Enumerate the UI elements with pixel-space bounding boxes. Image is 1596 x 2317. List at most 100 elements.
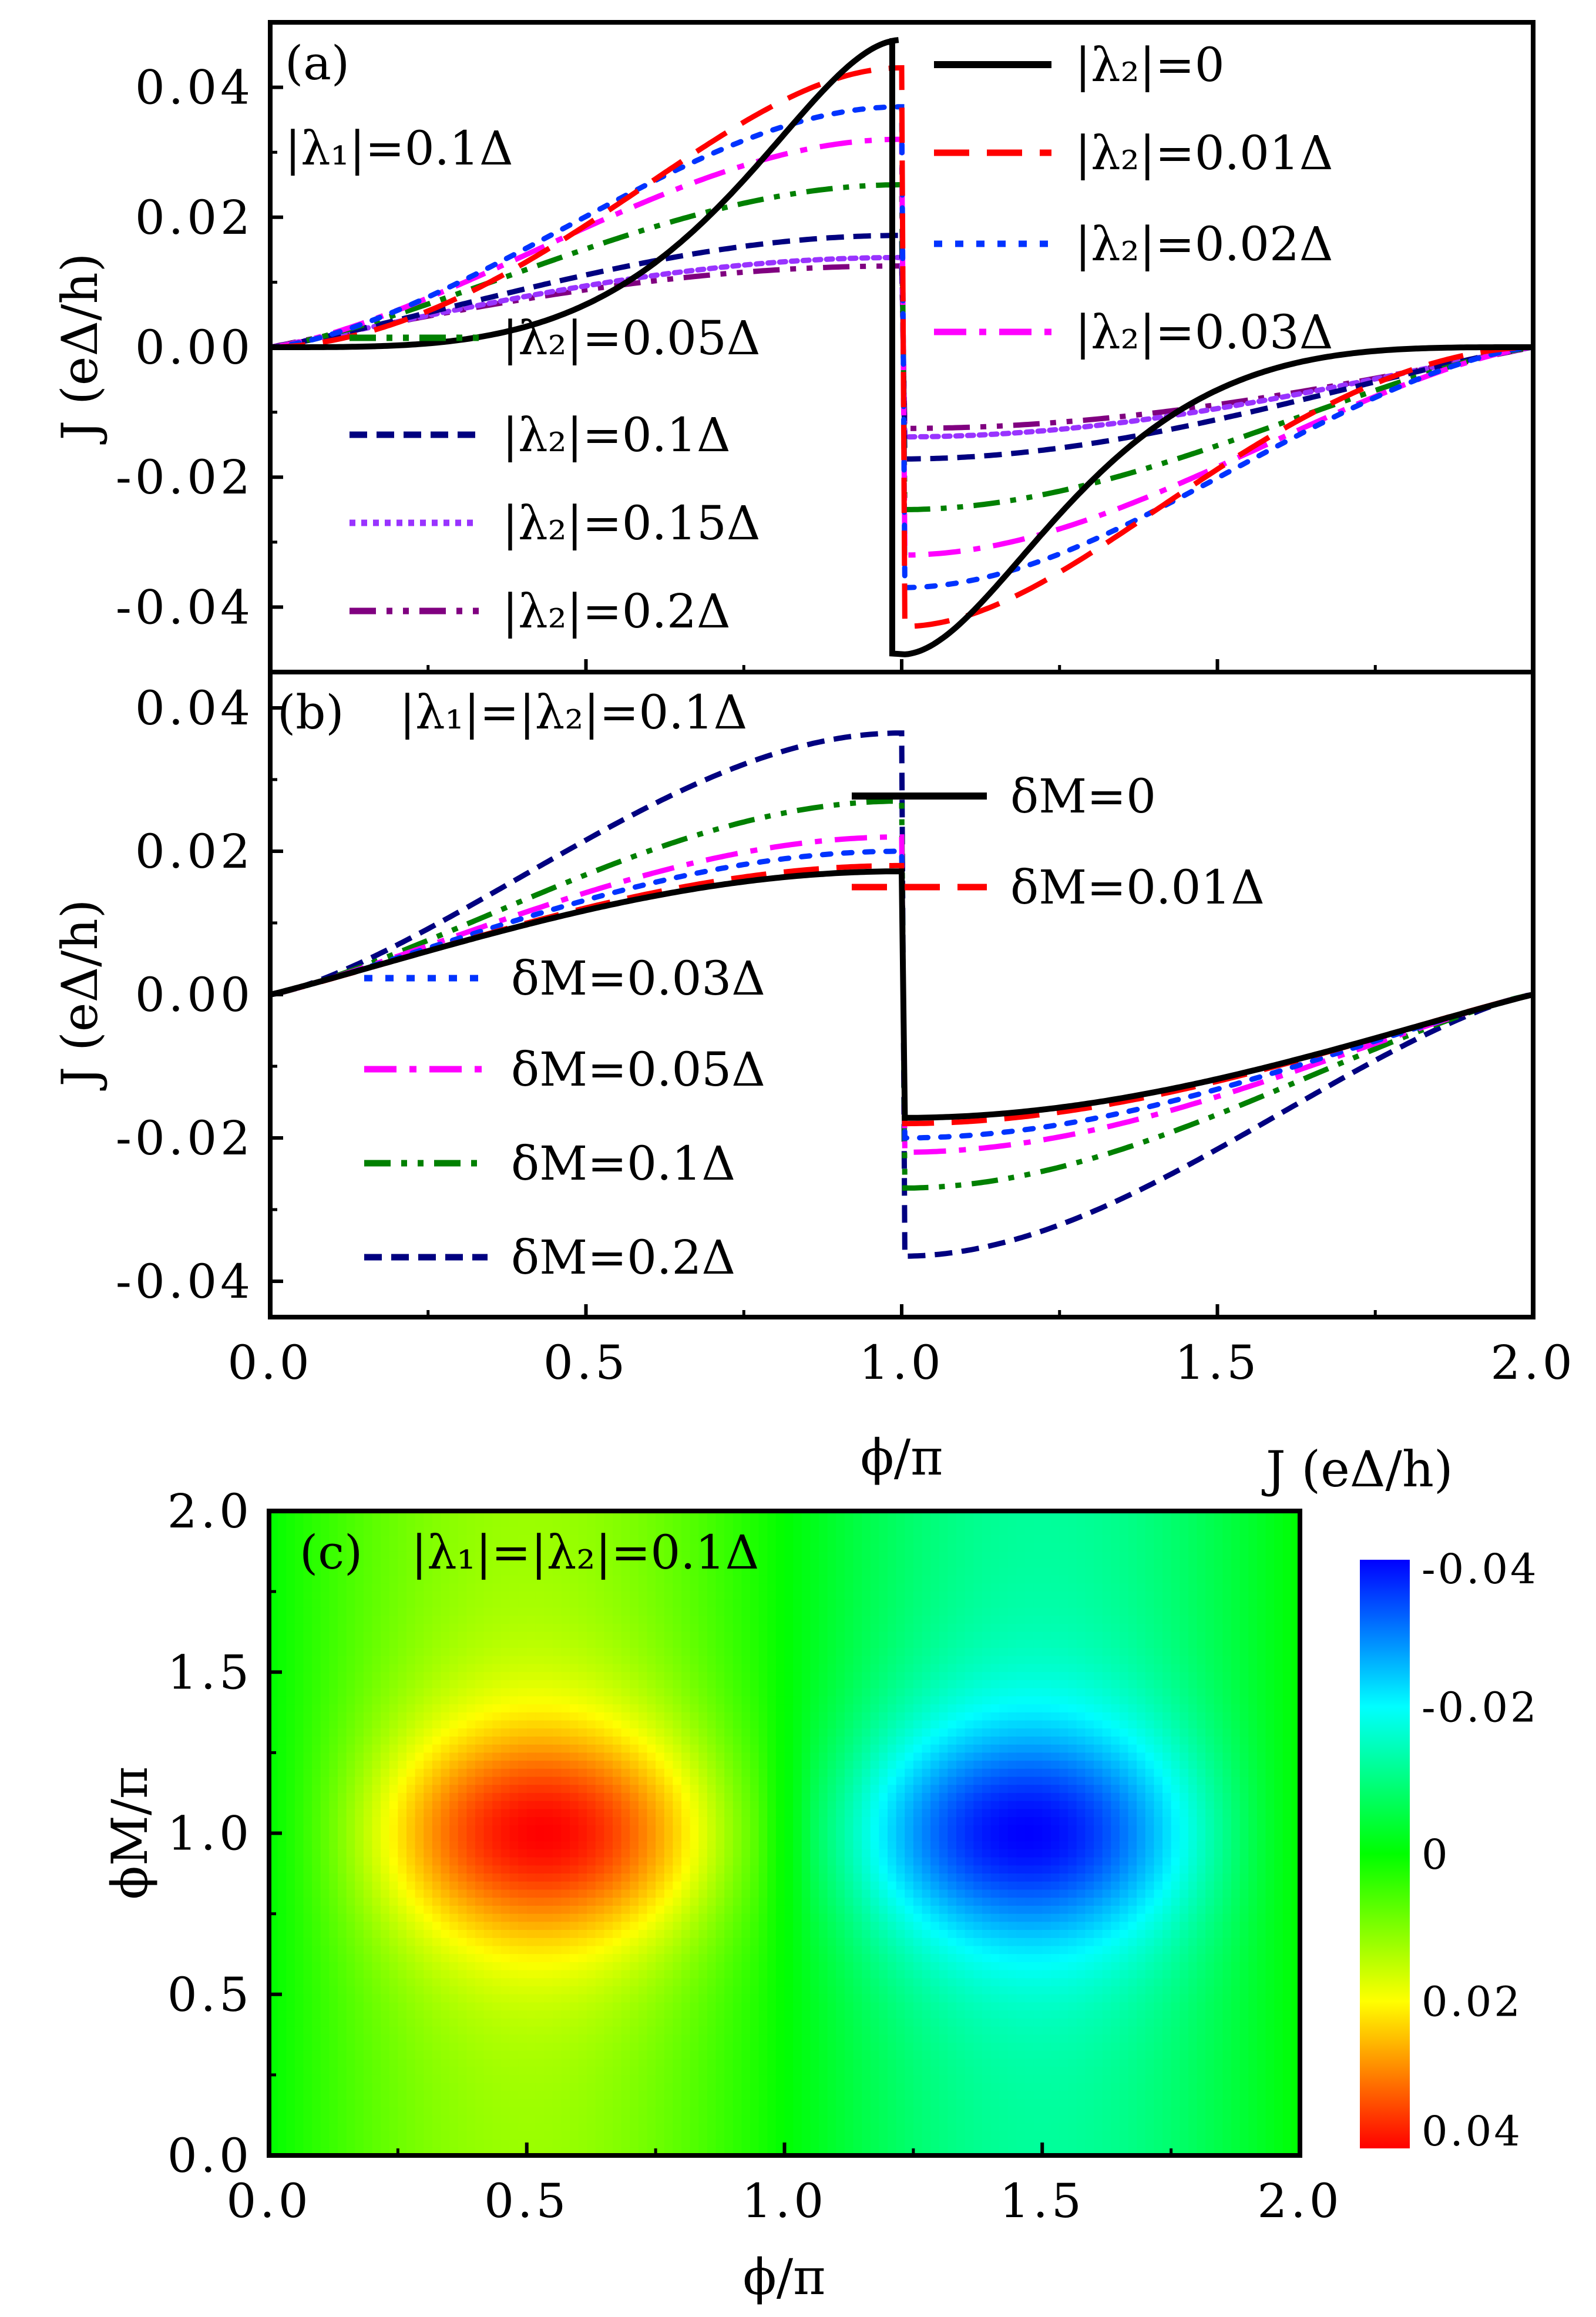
heatmap-cell [1154,1543,1163,1552]
heatmap-cell [930,1785,940,1794]
heatmap-cell [526,1623,536,1633]
heatmap-cell [630,1728,639,1737]
heatmap-cell [1007,1704,1017,1713]
heatmap-cell [1197,1680,1206,1689]
panel-b-xtick-label: 2.0 [1490,1335,1575,1390]
heatmap-cell [836,1728,845,1737]
heatmap-cell [526,1631,536,1641]
heatmap-cell [1094,1543,1103,1552]
heatmap-cell [466,1752,476,1761]
heatmap-cell [827,1768,837,1778]
heatmap-cell [1222,1688,1232,1697]
heatmap-cell [1188,1688,1198,1697]
heatmap-cell [595,1809,605,1818]
heatmap-cell [432,1527,442,1536]
heatmap-cell [398,1752,407,1761]
heatmap-cell [1016,1768,1026,1778]
heatmap-cell [500,1656,510,1665]
heatmap-cell [544,1817,553,1826]
heatmap-cell [784,1817,794,1826]
heatmap-cell [656,1648,665,1657]
heatmap-cell [879,1599,888,1609]
heatmap-cell [1007,1761,1017,1769]
heatmap-cell [973,1559,983,1568]
heatmap-cell [355,1704,364,1713]
heatmap-cell [784,1640,794,1648]
heatmap-cell [1239,1591,1249,1600]
heatmap-cell [535,1801,545,1810]
heatmap-cell [406,1809,416,1818]
heatmap-cell [449,1631,459,1641]
heatmap-cell [888,1768,897,1778]
heatmap-cell [595,1768,605,1778]
heatmap-cell [819,1728,828,1737]
heatmap-cell [956,1728,966,1737]
heatmap-cell [724,1616,734,1624]
heatmap-cell [913,1744,923,1754]
heatmap-cell [930,1728,940,1737]
heatmap-cell [844,1656,854,1665]
heatmap-cell [999,1575,1009,1584]
heatmap-cell [475,1704,485,1713]
heatmap-cell [1231,1777,1241,1786]
heatmap-cell [561,1623,570,1633]
heatmap-cell [819,1801,828,1810]
heatmap-cell [1197,1809,1206,1818]
heatmap-cell [1050,1527,1060,1536]
heatmap-cell [509,1792,519,1802]
heatmap-cell [312,1785,321,1794]
heatmap-cell [1059,1696,1069,1705]
heatmap-cell [922,1623,931,1633]
heatmap-cell [707,1599,717,1609]
heatmap-cell [613,1720,622,1730]
heatmap-cell [913,1519,923,1528]
heatmap-cell [1205,1567,1215,1576]
heatmap-cell [1068,1591,1077,1600]
panel-b-series-0-line [270,868,1533,1121]
heatmap-cell [372,1704,381,1713]
heatmap-cell [750,1736,760,1745]
heatmap-cell [999,1631,1009,1641]
heatmap-cell [544,1623,553,1633]
heatmap-cell [1059,1825,1069,1834]
heatmap-cell [905,1519,914,1528]
heatmap-cell [990,1752,1000,1761]
heatmap-cell [1025,1567,1034,1576]
heatmap-cell [888,1801,897,1810]
heatmap-cell [424,1792,433,1802]
heatmap-cell [329,1640,338,1648]
heatmap-cell [1128,1768,1137,1778]
heatmap-cell [294,1527,304,1536]
heatmap-cell [1274,1567,1283,1576]
heatmap-cell [406,1785,416,1794]
heatmap-cell [793,1833,802,1842]
heatmap-cell [862,1664,871,1673]
heatmap-cell [956,1688,966,1697]
heatmap-cell [715,1672,725,1681]
heatmap-cell [879,1519,888,1528]
heatmap-cell [1205,1519,1215,1528]
heatmap-cell [329,1672,338,1681]
heatmap-cell [320,1527,330,1536]
heatmap-cell [853,1792,862,1802]
heatmap-cell [1007,1833,1017,1842]
heatmap-cell [827,1567,837,1576]
heatmap-cell [715,1744,725,1754]
heatmap-cell [475,1607,485,1617]
heatmap-cell [1154,1825,1163,1834]
heatmap-cell [1050,1720,1060,1730]
heatmap-cell [965,1543,975,1552]
heatmap-cell [552,1761,562,1769]
heatmap-cell [965,1696,975,1705]
heatmap-cell [1265,1616,1275,1624]
heatmap-cell [733,1535,742,1544]
panel-a-legend-label-6: |λ₂|=0.15Δ [502,496,761,550]
heatmap-cell [346,1712,356,1721]
heatmap-cell [1059,1761,1069,1769]
heatmap-cell [595,1519,605,1528]
heatmap-cell [1076,1785,1086,1794]
heatmap-cell [355,1616,364,1624]
heatmap-cell [1085,1728,1094,1737]
heatmap-cell [526,1792,536,1802]
heatmap-cell [999,1591,1009,1600]
